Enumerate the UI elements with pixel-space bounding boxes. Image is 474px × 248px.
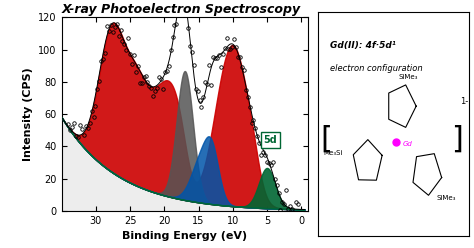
- Y-axis label: Intensity (CPS): Intensity (CPS): [23, 67, 33, 161]
- X-axis label: Binding Energy (eV): Binding Energy (eV): [122, 231, 247, 241]
- Text: Gd: Gd: [402, 141, 412, 147]
- Text: Me₃Si: Me₃Si: [323, 150, 342, 156]
- Text: 5d: 5d: [264, 135, 277, 145]
- Text: ]: ]: [451, 125, 463, 154]
- Text: [: [: [320, 125, 332, 154]
- Text: SiMe₃: SiMe₃: [437, 195, 456, 201]
- Text: SiMe₃: SiMe₃: [399, 74, 418, 80]
- Text: Gd(II): 4f·5d¹: Gd(II): 4f·5d¹: [330, 41, 396, 50]
- Text: electron configuration: electron configuration: [330, 64, 422, 73]
- Text: X-ray Photoelectron Spectroscopy: X-ray Photoelectron Spectroscopy: [62, 3, 301, 16]
- Text: 1-: 1-: [460, 97, 468, 106]
